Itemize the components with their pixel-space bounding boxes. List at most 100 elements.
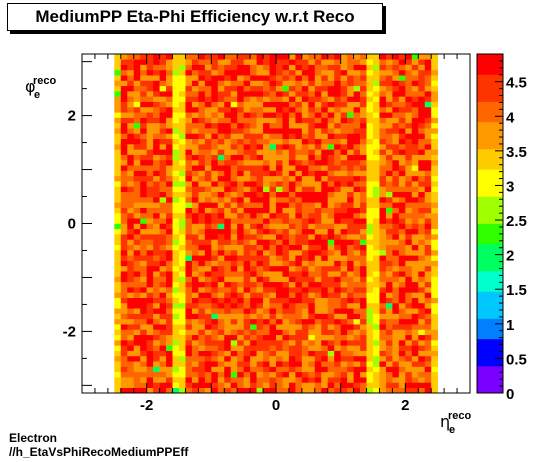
heatmap-cell	[243, 302, 251, 309]
heatmap-cell	[114, 96, 122, 102]
heatmap-cell	[146, 144, 154, 150]
heatmap-cell	[133, 318, 141, 325]
heatmap-cell	[179, 202, 186, 208]
heatmap-cell	[411, 366, 419, 373]
heatmap-cell	[224, 191, 232, 198]
heatmap-cell	[191, 292, 199, 298]
heatmap-cell	[224, 149, 232, 155]
heatmap-cell	[133, 181, 141, 187]
heatmap-cell	[250, 329, 257, 336]
heatmap-cell	[256, 308, 264, 314]
heatmap-cell	[282, 308, 290, 314]
heatmap-cell	[159, 281, 167, 288]
heatmap-cell	[172, 228, 180, 235]
heatmap-cell	[418, 69, 426, 76]
heatmap-cell	[114, 144, 122, 150]
heatmap-cell	[353, 64, 361, 71]
heatmap-cell	[114, 64, 122, 71]
heatmap-cell	[179, 117, 186, 124]
heatmap-cell	[379, 186, 387, 193]
heatmap-cell	[140, 281, 147, 288]
heatmap-cell	[418, 223, 426, 230]
heatmap-cell	[308, 117, 316, 124]
heatmap-cell	[166, 149, 173, 155]
heatmap-cell	[153, 80, 160, 87]
heatmap-cell	[334, 318, 341, 325]
heatmap-cell	[340, 271, 348, 277]
heatmap-cell	[166, 101, 173, 108]
heatmap-cell	[276, 244, 283, 251]
heatmap-cell	[405, 197, 413, 203]
heatmap-cell	[179, 91, 186, 97]
heatmap-cell	[288, 101, 296, 108]
heatmap-cell	[256, 75, 264, 81]
heatmap-cell	[146, 345, 154, 351]
heatmap-cell	[198, 324, 206, 330]
heatmap-cell	[185, 112, 193, 118]
heatmap-cell	[431, 355, 438, 362]
heatmap-cell	[243, 75, 251, 81]
heatmap-cell	[276, 239, 283, 245]
heatmap-cell	[308, 85, 316, 92]
heatmap-cell	[282, 133, 290, 140]
heatmap-cell	[133, 382, 141, 389]
heatmap-cell	[295, 175, 303, 182]
heatmap-cell	[340, 75, 348, 81]
heatmap-cell	[431, 255, 438, 261]
heatmap-cell	[314, 318, 322, 325]
heatmap-cell	[295, 133, 303, 140]
heatmap-cell	[198, 271, 206, 277]
heatmap-cell	[127, 265, 135, 272]
heatmap-cell	[243, 234, 251, 240]
heatmap-cell	[140, 371, 147, 378]
heatmap-cell	[243, 159, 251, 166]
heatmap-cell	[172, 340, 180, 346]
heatmap-cell	[185, 255, 193, 261]
heatmap-cell	[360, 218, 367, 224]
heatmap-cell	[146, 292, 154, 298]
heatmap-cell	[230, 345, 238, 351]
heatmap-cell	[340, 329, 348, 336]
heatmap-cell	[211, 361, 219, 367]
heatmap-cell	[431, 170, 438, 177]
heatmap-cell	[224, 313, 232, 320]
heatmap-cell	[424, 80, 432, 87]
heatmap-cell	[366, 387, 374, 394]
heatmap-cell	[269, 186, 277, 193]
heatmap-cell	[295, 154, 303, 161]
heatmap-cell	[405, 106, 413, 113]
colorbar-segment	[477, 277, 503, 285]
heatmap-cell	[424, 244, 432, 251]
heatmap-cell	[282, 191, 290, 198]
heatmap-cell	[398, 154, 406, 161]
heatmap-cell	[353, 345, 361, 351]
heatmap-cell	[133, 106, 141, 113]
heatmap-cell	[340, 345, 348, 351]
heatmap-cell	[411, 59, 419, 65]
heatmap-cell	[191, 260, 199, 267]
heatmap-cell	[347, 106, 354, 113]
heatmap-cell	[114, 175, 122, 182]
heatmap-cell	[146, 181, 154, 187]
heatmap-cell	[269, 271, 277, 277]
heatmap-cell	[191, 281, 199, 288]
heatmap-cell	[211, 80, 219, 87]
heatmap-cell	[133, 85, 141, 92]
heatmap-cell	[327, 154, 335, 161]
heatmap-cell	[321, 255, 329, 261]
heatmap-cell	[282, 350, 290, 357]
heatmap-cell	[373, 85, 380, 92]
heatmap-cell	[224, 329, 232, 336]
heatmap-cell	[347, 218, 354, 224]
heatmap-cell	[159, 297, 167, 304]
heatmap-cell	[288, 54, 296, 60]
heatmap-cell	[250, 117, 257, 124]
heatmap-cell	[140, 128, 147, 134]
heatmap-cell	[211, 228, 219, 235]
heatmap-cell	[263, 85, 270, 92]
heatmap-cell	[276, 212, 283, 219]
heatmap-cell	[263, 170, 270, 177]
heatmap-cell	[140, 75, 147, 81]
heatmap-cell	[250, 80, 257, 87]
heatmap-cell	[301, 69, 309, 76]
